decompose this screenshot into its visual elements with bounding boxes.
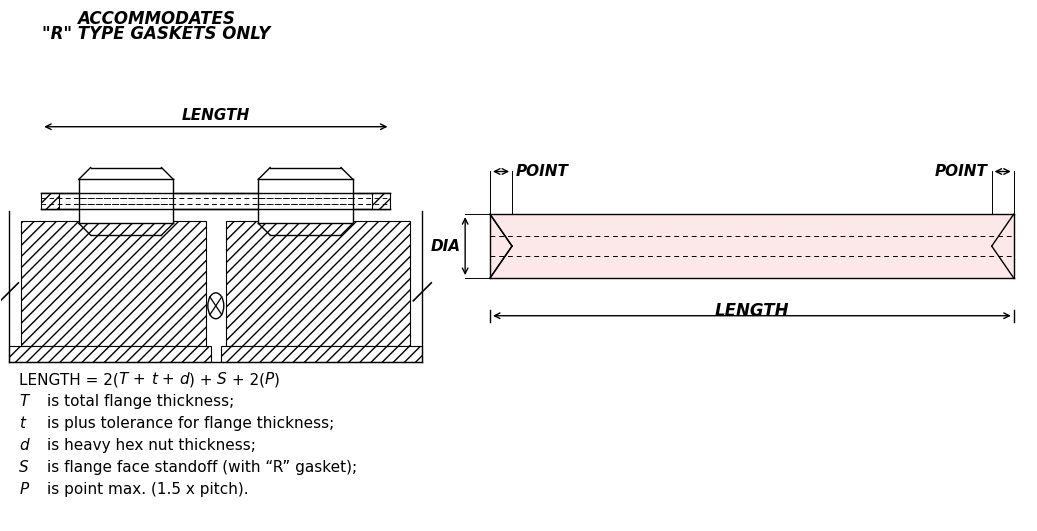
Bar (258, 179, 353, 223)
Text: t: t (150, 372, 157, 388)
Text: is point max. (1.5 x pitch).: is point max. (1.5 x pitch). (48, 482, 249, 497)
Text: "R" TYPE GASKETS ONLY: "R" TYPE GASKETS ONLY (41, 25, 270, 43)
Text: +: + (157, 372, 179, 388)
Ellipse shape (207, 293, 224, 319)
Text: LENGTH = 2(: LENGTH = 2( (20, 372, 119, 388)
Text: LENGTH: LENGTH (181, 108, 250, 123)
Bar (9, 346, 211, 363)
Text: S: S (217, 372, 226, 388)
Text: ACCOMMODATES: ACCOMMODATES (77, 10, 235, 28)
Text: +: + (129, 372, 150, 388)
Text: is plus tolerance for flange thickness;: is plus tolerance for flange thickness; (48, 416, 335, 431)
Bar (41, 193, 390, 209)
Text: DIA: DIA (431, 238, 461, 254)
Bar (221, 346, 422, 363)
Text: ): ) (274, 372, 280, 388)
Bar (41, 193, 59, 209)
Bar (226, 221, 411, 346)
Polygon shape (491, 215, 512, 278)
Text: LENGTH: LENGTH (714, 302, 789, 320)
Text: is total flange thickness;: is total flange thickness; (48, 395, 234, 409)
Text: d: d (179, 372, 189, 388)
Text: ) +: ) + (189, 372, 217, 388)
Text: POINT: POINT (516, 164, 569, 179)
Text: S: S (20, 460, 29, 475)
Polygon shape (991, 215, 1014, 278)
Text: P: P (20, 482, 29, 497)
Text: T: T (119, 372, 129, 388)
Text: T: T (20, 395, 29, 409)
Text: P: P (264, 372, 274, 388)
Text: POINT: POINT (935, 164, 987, 179)
Text: t: t (20, 416, 25, 431)
Text: d: d (20, 438, 29, 453)
Text: is heavy hex nut thickness;: is heavy hex nut thickness; (48, 438, 256, 453)
Bar (491, 215, 1014, 278)
Bar (22, 221, 205, 346)
Bar (79, 179, 173, 223)
Text: is flange face standoff (with “R” gasket);: is flange face standoff (with “R” gasket… (48, 460, 358, 475)
Bar (372, 193, 390, 209)
Text: + 2(: + 2( (226, 372, 264, 388)
Text: Bolt Inc.: Bolt Inc. (619, 222, 801, 260)
